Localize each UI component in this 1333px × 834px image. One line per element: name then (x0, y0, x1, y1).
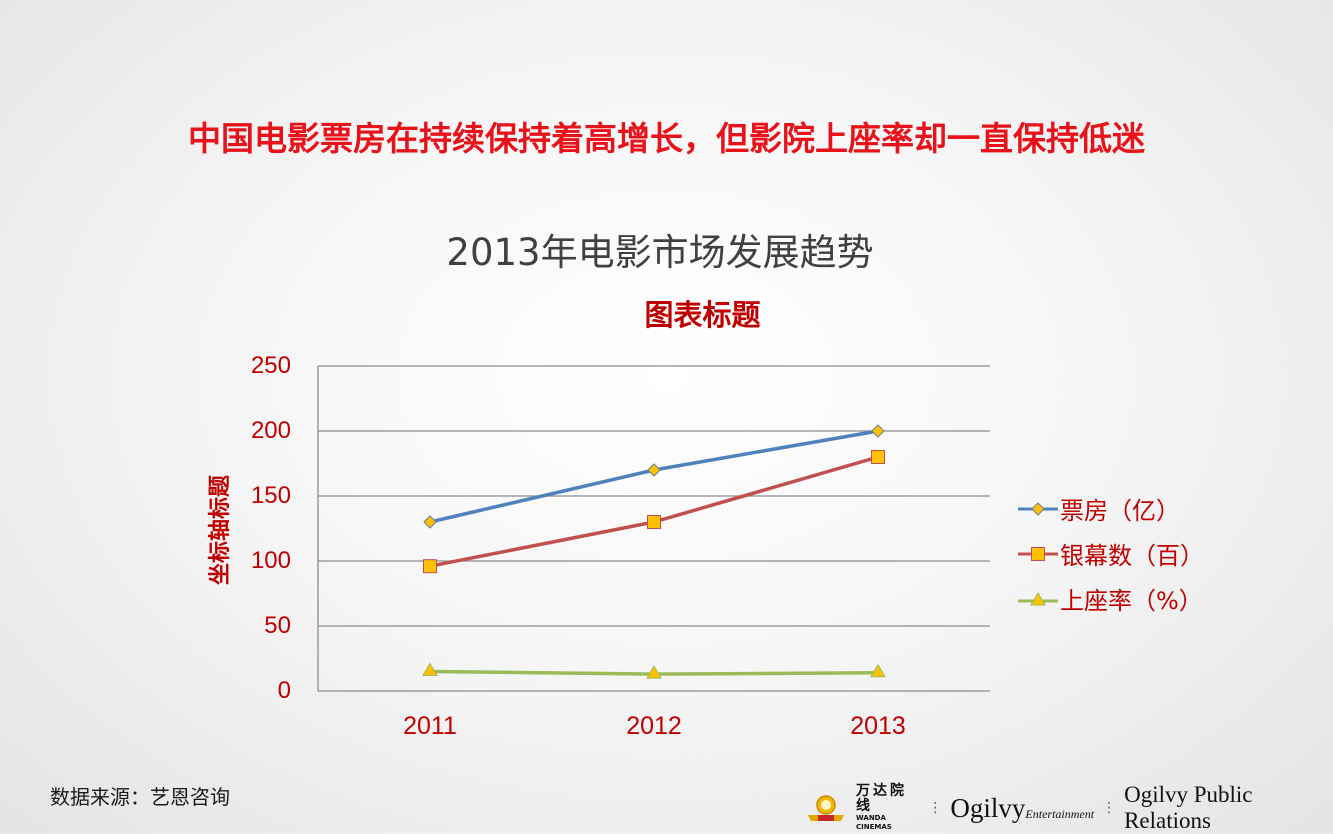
ogilvy-entertainment-subtitle: Entertainment (1025, 806, 1095, 821)
logo-separator: ⋮ (928, 800, 943, 816)
ogilvy-entertainment-logo: Ogilvy (950, 792, 1026, 823)
x-tick: 2012 (626, 712, 682, 740)
y-tick: 250 (250, 352, 291, 379)
slide-title: 2013年电影市场发展趋势 (446, 231, 874, 274)
slide-headline: 中国电影票房在持续保持着高增长，但影院上座率却一直保持低迷 (188, 119, 1145, 158)
square-marker-icon (423, 559, 437, 574)
square-marker-icon (871, 450, 885, 464)
y-tick: 200 (250, 417, 291, 444)
legend-item-box-office: 票房（亿） (1018, 486, 1204, 531)
series-1 (423, 450, 885, 574)
diamond-marker-icon (1018, 501, 1058, 516)
legend-label: 银幕数（百） (1060, 542, 1204, 570)
legend-label: 上座率（%） (1060, 587, 1203, 615)
chart-legend: 票房（亿） 银幕数（百） 上座率（%） (1018, 486, 1204, 621)
wanda-en-name: WANDA CINEMAS (856, 814, 892, 831)
legend-item-occupancy: 上座率（%） (1018, 576, 1204, 621)
square-marker-icon (1018, 546, 1058, 561)
triangle-marker-icon (422, 662, 438, 676)
wanda-emblem-icon (806, 793, 846, 823)
y-tick: 50 (264, 612, 291, 639)
triangle-marker-icon (646, 665, 662, 679)
y-tick: 100 (250, 547, 291, 574)
x-tick: 2011 (403, 712, 457, 740)
diamond-marker-icon (871, 424, 885, 438)
data-source-note: 数据来源：艺恩咨询 (50, 785, 230, 809)
y-tick: 0 (277, 677, 291, 704)
series-lines (422, 424, 886, 679)
logo-separator: ⋮ (1102, 800, 1117, 816)
diamond-marker-icon (423, 515, 437, 529)
triangle-marker-icon (870, 663, 886, 678)
diamond-marker-icon (647, 463, 661, 477)
series-0 (423, 424, 885, 529)
ogilvy-pr-logo: Ogilvy Public Relations (1124, 782, 1253, 833)
footer-logos: 万达院线 WANDA CINEMAS ⋮ Ogilvy Entertainmen… (806, 782, 1333, 833)
legend-label: 票房（亿） (1060, 497, 1180, 525)
wanda-cn-name: 万达院线 (856, 783, 907, 814)
series-2 (422, 662, 886, 679)
wanda-logo-text: 万达院线 WANDA CINEMAS (856, 784, 920, 832)
y-tick: 150 (250, 482, 291, 509)
square-marker-icon (647, 515, 661, 529)
x-tick: 2013 (850, 712, 906, 740)
triangle-marker-icon (1018, 591, 1058, 605)
legend-item-screens: 银幕数（百） (1018, 531, 1204, 576)
chart-title: 图表标题 (644, 298, 761, 332)
